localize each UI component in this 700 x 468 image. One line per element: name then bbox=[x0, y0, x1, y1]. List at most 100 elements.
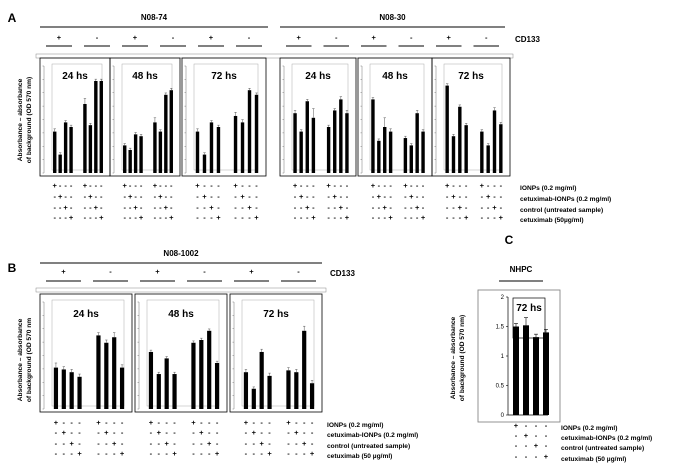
time-label: 24 hs bbox=[62, 71, 88, 82]
treatment-sign: - bbox=[165, 213, 168, 222]
bar bbox=[254, 94, 259, 173]
treatment-sign: - bbox=[500, 192, 503, 201]
treatment-sign: - bbox=[311, 439, 314, 448]
treatment-sign: - bbox=[84, 213, 87, 222]
treatment-sign: - bbox=[97, 428, 100, 437]
treatment-label: cetuximab-IONPs (0.2 mg/ml) bbox=[327, 432, 418, 439]
treatment-sign: - bbox=[378, 213, 381, 222]
treatment-sign: - bbox=[525, 421, 528, 430]
bar bbox=[543, 332, 549, 415]
treatment-label: cetuximab (50 µg/ml) bbox=[561, 456, 626, 463]
treatment-sign: + bbox=[267, 449, 272, 458]
treatment-sign: - bbox=[327, 203, 330, 212]
bar bbox=[309, 383, 315, 409]
treatment-sign: - bbox=[210, 213, 213, 222]
panel-c-frame bbox=[477, 289, 561, 423]
treatment-sign: - bbox=[113, 449, 116, 458]
treatment-sign: + bbox=[209, 203, 214, 212]
treatment-sign: - bbox=[192, 449, 195, 458]
treatment-sign: + bbox=[83, 181, 88, 190]
bar bbox=[69, 372, 74, 409]
treatment-sign: + bbox=[157, 428, 162, 437]
bar bbox=[523, 325, 529, 415]
y-tick-label: 2 bbox=[501, 295, 505, 301]
treatment-sign: - bbox=[404, 213, 407, 222]
treatment-sign: - bbox=[55, 428, 58, 437]
treatment-sign: - bbox=[84, 192, 87, 201]
treatment-sign: - bbox=[404, 192, 407, 201]
bar bbox=[333, 110, 337, 173]
treatment-sign: - bbox=[203, 181, 206, 190]
treatment-sign: - bbox=[465, 203, 468, 212]
bar bbox=[119, 367, 125, 409]
treatment-sign: - bbox=[241, 181, 244, 190]
cd133-sign: + bbox=[372, 33, 377, 42]
treatment-sign: + bbox=[104, 428, 109, 437]
treatment-sign: - bbox=[333, 203, 336, 212]
treatment-sign: + bbox=[215, 449, 220, 458]
treatment-sign: - bbox=[300, 213, 303, 222]
bar bbox=[153, 122, 157, 173]
treatment-sign: - bbox=[84, 203, 87, 212]
treatment-sign: - bbox=[416, 181, 419, 190]
treatment-sign: - bbox=[234, 192, 237, 201]
treatment-sign: - bbox=[97, 449, 100, 458]
treatment-sign: - bbox=[487, 181, 490, 190]
treatment-sign: - bbox=[192, 428, 195, 437]
treatment-sign: - bbox=[70, 428, 73, 437]
treatment-sign: + bbox=[464, 213, 469, 222]
treatment-sign: - bbox=[121, 439, 124, 448]
treatment-sign: - bbox=[123, 192, 126, 201]
treatment-sign: - bbox=[327, 192, 330, 201]
bar bbox=[458, 106, 462, 173]
treatment-sign: + bbox=[252, 428, 257, 437]
treatment-sign: - bbox=[150, 428, 153, 437]
bar bbox=[293, 113, 297, 173]
bar bbox=[94, 81, 98, 173]
treatment-sign: - bbox=[493, 192, 496, 201]
treatment-sign: - bbox=[55, 439, 58, 448]
treatment-sign: - bbox=[294, 203, 297, 212]
treatment-sign: + bbox=[120, 449, 125, 458]
treatment-sign: + bbox=[333, 192, 338, 201]
bar bbox=[339, 99, 343, 173]
treatment-sign: - bbox=[208, 418, 211, 427]
treatment-sign: + bbox=[259, 439, 264, 448]
treatment-sign: - bbox=[95, 181, 98, 190]
treatment-sign: - bbox=[333, 213, 336, 222]
subplot-inner-frame bbox=[51, 299, 125, 407]
treatment-sign: - bbox=[452, 203, 455, 212]
bar bbox=[216, 127, 221, 173]
treatment-sign: - bbox=[140, 181, 143, 190]
treatment-sign: - bbox=[53, 192, 56, 201]
treatment-sign: - bbox=[422, 203, 425, 212]
subplot-inner-frame bbox=[369, 63, 425, 171]
treatment-sign: - bbox=[70, 449, 73, 458]
bar bbox=[58, 154, 62, 173]
treatment-sign: - bbox=[306, 181, 309, 190]
bar bbox=[326, 127, 331, 173]
treatment-sign: - bbox=[95, 213, 98, 222]
treatment-sign: + bbox=[169, 213, 174, 222]
treatment-sign: + bbox=[123, 181, 128, 190]
treatment-sign: - bbox=[165, 418, 168, 427]
bar bbox=[169, 90, 173, 173]
bar bbox=[69, 127, 73, 173]
treatment-sign: - bbox=[216, 428, 219, 437]
treatment-sign: - bbox=[210, 192, 213, 201]
treatment-sign: - bbox=[459, 192, 462, 201]
treatment-sign: + bbox=[286, 418, 291, 427]
bar bbox=[403, 138, 408, 173]
treatment-sign: - bbox=[113, 428, 116, 437]
treatment-sign: - bbox=[208, 428, 211, 437]
treatment-sign: + bbox=[524, 431, 529, 440]
y-tick-label: 0 bbox=[501, 413, 505, 419]
treatment-sign: - bbox=[452, 181, 455, 190]
treatment-sign: + bbox=[377, 192, 382, 201]
treatment-sign: + bbox=[133, 203, 138, 212]
treatment-sign: + bbox=[534, 441, 539, 450]
treatment-sign: - bbox=[165, 192, 168, 201]
treatment-sign: - bbox=[248, 181, 251, 190]
treatment-sign: + bbox=[96, 418, 101, 427]
treatment-sign: - bbox=[241, 213, 244, 222]
